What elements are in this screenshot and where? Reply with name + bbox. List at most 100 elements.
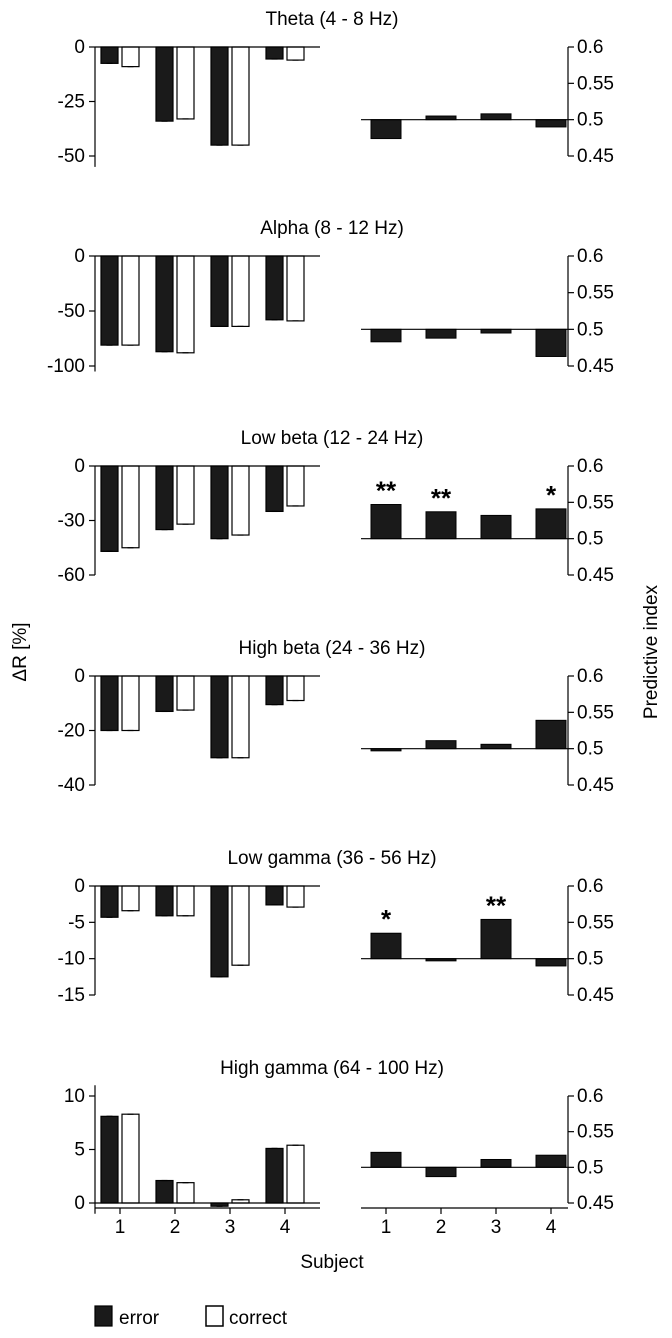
error-bar [210,46,229,146]
left-y-tick-label: -60 [58,565,85,586]
error-bar [100,675,119,732]
correct-bar [121,1113,140,1204]
right-y-tick-label: 0.45 [577,775,614,796]
left-y-tick-label: 10 [64,1086,85,1107]
error-bar [265,675,284,706]
left-y-tick-label: -10 [58,949,85,970]
x-tick-label: 4 [280,1217,291,1238]
correct-bar [231,46,250,146]
significance-marker: ** [376,476,397,506]
right-y-tick-label: 0.45 [577,1193,614,1214]
correct-bar [176,465,195,525]
x-tick-label: 1 [381,1217,392,1238]
error-bar [155,46,174,122]
error-bar [265,465,284,513]
left-y-tick-label: -20 [58,721,85,742]
legend-correct-swatch [205,1305,224,1327]
predictive-bar [535,328,567,357]
panel-3: Low beta (12 - 24 Hz) 0 -30 -60 0.6 0.55 0.5 0.… [58,428,614,586]
predictive-bar [535,119,567,128]
left-y-axis-label: ΔR [%] [10,622,31,681]
panel-title: Theta (4 - 8 Hz) [265,9,398,30]
predictive-bar [535,719,567,750]
error-bar [210,885,229,978]
x-tick-label: 2 [436,1217,447,1238]
legend-error-label: error [119,1308,160,1329]
left-y-tick-label: -30 [58,511,85,532]
right-y-tick-label: 0.5 [577,529,603,550]
x-tick-label: 4 [546,1217,557,1238]
predictive-bar [425,328,457,339]
correct-bar [231,675,250,759]
correct-bar [176,675,195,711]
predictive-bar [370,932,402,960]
right-y-tick-label: 0.55 [577,73,614,94]
predictive-bar [480,918,512,960]
correct-bar [286,255,305,322]
error-bar [265,46,284,60]
significance-marker: ** [431,483,452,513]
right-y-tick-label: 0.6 [577,246,603,267]
correct-bar [231,885,250,966]
panel-5: Low gamma (36 - 56 Hz) 0 -5 -10 -15 0.6 0.55 0.… [58,848,614,1006]
error-bar [265,255,284,321]
left-y-tick-label: 0 [74,456,85,477]
right-y-tick-label: 0.45 [577,146,614,167]
left-y-tick-label: 0 [74,246,85,267]
correct-bar [121,675,140,732]
panel-title: Alpha (8 - 12 Hz) [260,218,404,239]
right-y-tick-label: 0.6 [577,666,603,687]
x-tick-label: 3 [491,1217,502,1238]
right-y-tick-label: 0.6 [577,1086,603,1107]
right-y-tick-label: 0.5 [577,949,603,970]
right-y-tick-label: 0.5 [577,1157,603,1178]
right-y-tick-label: 0.45 [577,985,614,1006]
predictive-bar [535,508,567,540]
significance-marker: * [546,480,557,510]
left-y-tick-label: -40 [58,775,85,796]
legend: error correct [94,1305,288,1329]
right-y-tick-label: 0.5 [577,110,603,131]
right-y-tick-label: 0.6 [577,876,603,897]
predictive-bar [370,1151,402,1168]
error-bar [210,675,229,759]
correct-bar [231,255,250,328]
panels: Theta (4 - 8 Hz)0-25-500.60.550.50.45Alp… [47,9,614,1238]
right-y-tick-label: 0.55 [577,1122,614,1143]
predictive-bar [370,504,402,540]
correct-bar [121,255,140,346]
error-bar [100,255,119,346]
right-y-tick-label: 0.5 [577,319,603,340]
predictive-bar [425,511,457,540]
left-y-tick-label: 5 [74,1140,85,1161]
correct-bar [176,1182,195,1204]
correct-bar [286,465,305,507]
left-y-tick-label: -25 [58,92,85,113]
predictive-bar [425,740,457,750]
correct-bar [286,675,305,702]
correct-bar [121,885,140,912]
left-y-tick-label: 0 [74,666,85,687]
right-y-tick-label: 0.45 [577,565,614,586]
legend-correct-label: correct [229,1308,288,1329]
correct-bar [121,465,140,549]
panel-title: Low gamma (36 - 56 Hz) [227,848,436,869]
correct-bar [176,46,195,120]
panel-6: High gamma (64 - 100 Hz) 10 5 0 0.6 0.55 0.5 0.… [64,1058,614,1238]
right-y-tick-label: 0.55 [577,912,614,933]
left-y-tick-label: 0 [74,1193,85,1214]
error-bar [155,1179,174,1204]
significance-marker: * [381,904,392,934]
predictive-bar [425,1166,457,1178]
left-y-tick-label: -5 [68,912,85,933]
error-bar [265,1147,284,1204]
correct-bar [286,885,305,908]
panel-2: Alpha (8 - 12 Hz) 0 -50 -100 0.6 0.55 0.5 0.45 [47,218,614,377]
correct-bar [121,46,140,68]
left-y-tick-label: -100 [47,356,85,377]
error-bar [155,465,174,531]
predictive-bar [370,119,402,140]
error-bar [210,255,229,328]
predictive-bar [480,514,512,540]
